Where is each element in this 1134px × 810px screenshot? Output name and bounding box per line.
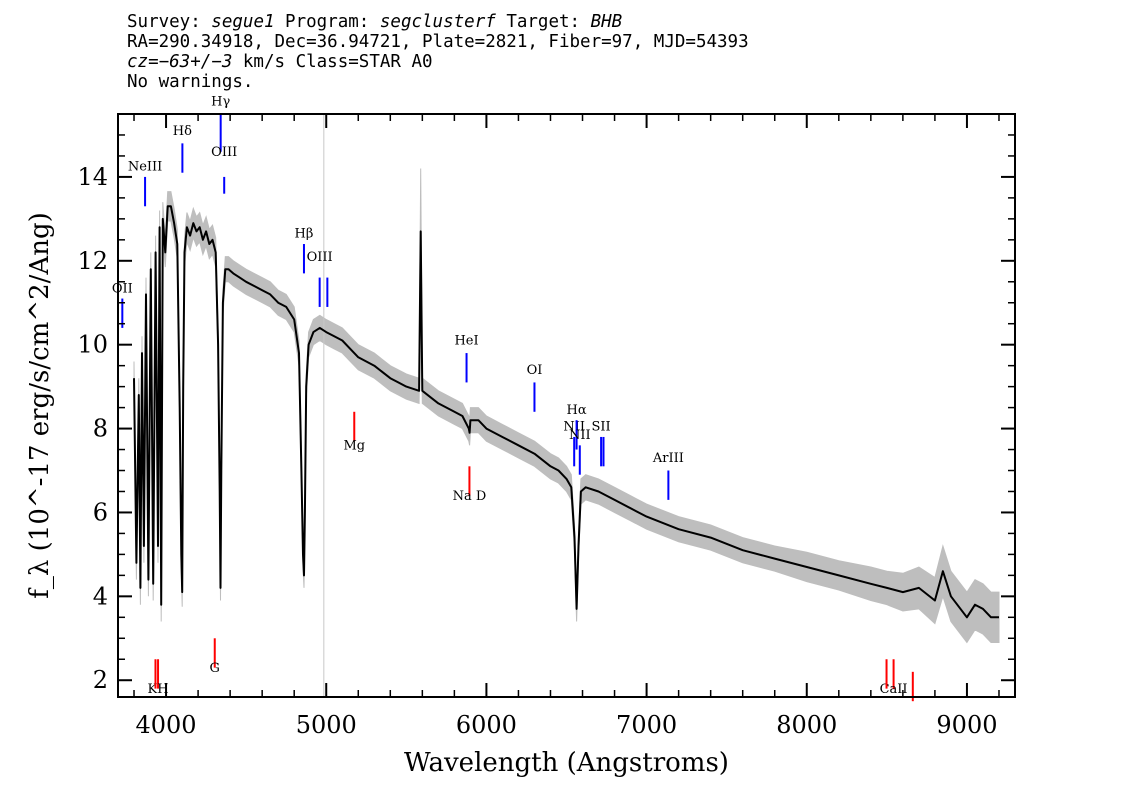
target-label: Target: bbox=[495, 12, 591, 32]
survey-label: Survey: bbox=[127, 12, 212, 32]
line-label: G bbox=[210, 661, 220, 676]
line-label: OIII bbox=[211, 145, 237, 160]
spectrum-line bbox=[133, 205, 999, 619]
line-label: Hδ bbox=[173, 124, 192, 139]
line-label: NII bbox=[569, 428, 591, 443]
line-annotation-layer: NeIIIHδHγOIIIOIIHβOIIIHeIOINIIHαNIISIIAr… bbox=[112, 95, 914, 702]
y-tick-label: 14 bbox=[77, 163, 108, 191]
line-label: NII bbox=[563, 420, 585, 435]
program-value: segclusterf bbox=[379, 12, 496, 32]
y-axis-label: f_λ (10^-17 erg/s/cm^2/Ang) bbox=[25, 212, 55, 598]
header-line-4: No warnings. bbox=[127, 72, 254, 92]
line-label: OIII bbox=[307, 250, 333, 265]
line-label: NeIII bbox=[128, 160, 162, 175]
line-label: OII bbox=[112, 281, 133, 296]
line-label: ArIII bbox=[652, 451, 684, 466]
header-line-3: cz=−63+/−3 km/s Class=STAR A0 bbox=[127, 52, 749, 72]
program-label: Program: bbox=[274, 12, 380, 32]
line-label: Na D bbox=[453, 489, 487, 504]
x-tick-label: 9000 bbox=[936, 711, 997, 739]
plot-frame bbox=[117, 113, 1016, 698]
header-line-1: Survey: segue1 Program: segclusterf Targ… bbox=[127, 12, 749, 32]
line-label: Mg bbox=[343, 439, 365, 454]
x-tick-label: 4000 bbox=[136, 711, 197, 739]
y-tick-label: 8 bbox=[93, 415, 108, 443]
spectrum-line-layer bbox=[133, 205, 999, 619]
line-label: Hα bbox=[567, 403, 587, 418]
line-label: Hβ bbox=[295, 227, 314, 242]
target-value: BHB bbox=[590, 12, 623, 32]
x-tick-label: 6000 bbox=[456, 711, 517, 739]
line-label: KH bbox=[148, 682, 169, 697]
x-axis-label: Wavelength (Angstroms) bbox=[404, 748, 729, 778]
class-info: km/s Class=STAR A0 bbox=[232, 52, 433, 72]
y-tick-label: 10 bbox=[77, 331, 108, 359]
y-tick-label: 12 bbox=[77, 247, 108, 275]
x-tick-label: 7000 bbox=[616, 711, 677, 739]
line-label: SII bbox=[592, 420, 611, 435]
line-label: HeI bbox=[454, 334, 478, 349]
axis-tick-layer: 4000 5000 6000 7000 8000 9000 2 4 6 8 10 12 14 bbox=[77, 114, 1015, 739]
spectrum-header: Survey: segue1 Program: segclusterf Targ… bbox=[127, 12, 749, 92]
header-line-2: RA=290.34918, Dec=36.94721, Plate=2821, … bbox=[127, 32, 749, 52]
line-label: Hγ bbox=[211, 95, 230, 110]
y-tick-label: 6 bbox=[93, 498, 108, 526]
x-tick-label: 5000 bbox=[296, 711, 357, 739]
x-tick-label: 8000 bbox=[776, 711, 837, 739]
line-label: OI bbox=[527, 363, 543, 378]
y-tick-label: 4 bbox=[93, 582, 108, 610]
y-tick-label: 2 bbox=[93, 666, 108, 694]
survey-value: segue1 bbox=[211, 12, 275, 32]
redshift-value: cz=−63+/−3 bbox=[127, 52, 233, 72]
